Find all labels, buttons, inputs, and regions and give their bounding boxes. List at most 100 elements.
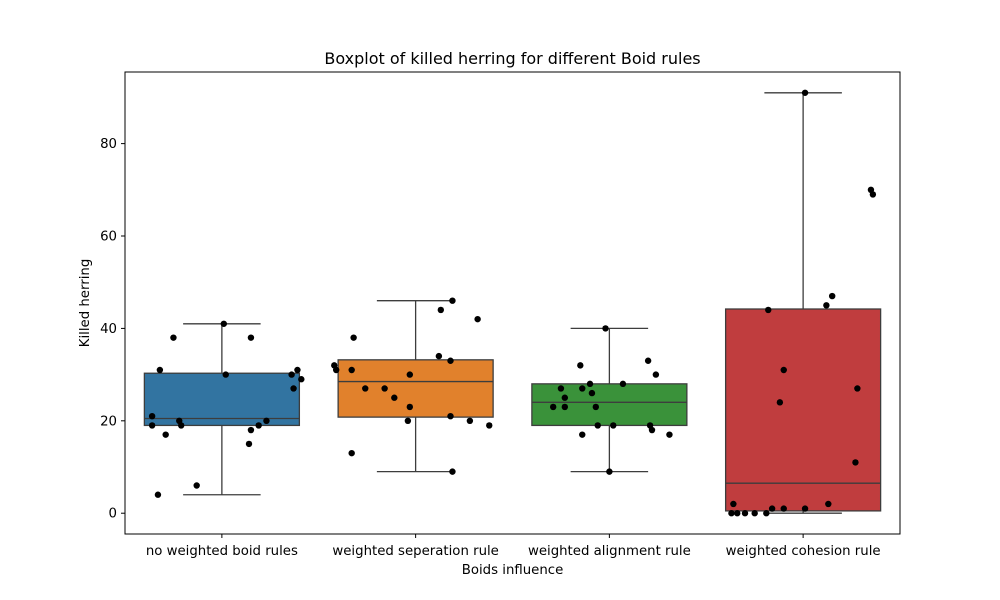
data-point	[579, 385, 586, 392]
data-point	[828, 292, 836, 300]
data-point	[586, 380, 594, 388]
data-point	[801, 89, 809, 96]
data-point	[619, 380, 627, 388]
x-tick-label: weighted alignment rule	[528, 544, 691, 559]
data-point	[776, 399, 784, 406]
data-point	[561, 403, 569, 411]
data-point	[435, 352, 443, 360]
data-point	[801, 505, 809, 512]
data-point	[592, 403, 600, 411]
data-point	[557, 385, 565, 392]
data-point	[247, 334, 255, 341]
data-point	[486, 422, 493, 429]
data-point	[220, 320, 228, 327]
data-point	[381, 385, 388, 392]
data-point	[765, 306, 772, 314]
box-group	[724, 92, 882, 514]
data-point	[449, 468, 456, 475]
data-point	[162, 431, 169, 438]
data-point	[577, 362, 584, 369]
data-point	[148, 422, 156, 429]
data-point	[741, 510, 749, 517]
y-tick-label: 40	[100, 322, 117, 337]
data-point	[854, 385, 861, 392]
data-point	[652, 371, 660, 378]
data-point	[298, 376, 305, 383]
data-point	[763, 510, 770, 517]
data-point	[288, 371, 295, 378]
data-point	[606, 468, 613, 475]
data-point	[852, 459, 859, 466]
x-tick-label: weighted cohesion rule	[726, 544, 881, 559]
data-point	[348, 366, 355, 374]
data-point	[579, 431, 586, 438]
chart-title: Boxplot of killed herring for different …	[324, 49, 700, 68]
x-axis-label: Boids influence	[462, 563, 564, 578]
data-point	[255, 422, 262, 429]
data-point	[610, 422, 617, 429]
data-point	[474, 315, 481, 323]
y-tick-label: 80	[100, 137, 117, 152]
data-point	[751, 510, 758, 517]
y-tick-label: 60	[100, 230, 117, 245]
strip-points	[728, 89, 877, 517]
data-point	[734, 510, 741, 517]
data-point	[561, 394, 569, 401]
data-point	[406, 403, 414, 411]
data-point	[449, 297, 456, 304]
data-point	[780, 505, 787, 512]
data-point	[332, 366, 340, 374]
data-point	[350, 334, 357, 341]
box	[531, 383, 688, 427]
data-point	[825, 500, 832, 508]
data-point	[222, 371, 229, 378]
y-tick-label: 0	[109, 507, 117, 522]
data-point	[404, 417, 412, 425]
data-point	[728, 510, 735, 517]
data-point	[348, 449, 355, 457]
data-point	[549, 403, 557, 411]
data-point	[588, 389, 596, 397]
data-point	[177, 422, 185, 429]
box	[143, 372, 301, 427]
y-axis-label: Killed herring	[78, 259, 93, 348]
data-point	[263, 417, 270, 425]
data-point	[193, 482, 200, 489]
data-point	[466, 417, 474, 425]
y-tick-label: 20	[100, 414, 117, 429]
data-point	[447, 357, 454, 364]
data-point	[594, 422, 601, 429]
box-group	[143, 323, 301, 496]
data-point	[154, 491, 162, 498]
data-point	[768, 505, 776, 512]
box-group	[337, 300, 494, 473]
box-group	[531, 327, 688, 473]
data-point	[148, 412, 156, 420]
data-point	[648, 426, 656, 434]
strip-points	[331, 297, 493, 475]
strip-points	[148, 320, 305, 498]
data-point	[644, 357, 652, 364]
axes: 0 20 40 60 80 no weighted boid rules weighted …	[100, 71, 901, 559]
plot-area	[143, 89, 882, 517]
data-point	[290, 385, 297, 392]
data-point	[730, 500, 737, 508]
data-point	[294, 366, 301, 374]
box	[724, 308, 882, 512]
data-point	[247, 426, 255, 434]
strip-points	[549, 325, 673, 475]
data-point	[437, 306, 445, 314]
data-point	[156, 366, 164, 374]
data-point	[823, 302, 830, 309]
data-point	[780, 366, 787, 374]
plot-frame	[124, 71, 901, 535]
data-point	[602, 325, 609, 332]
data-point	[245, 440, 253, 448]
data-point	[391, 394, 398, 401]
x-tick-label: weighted seperation rule	[332, 544, 499, 559]
data-point	[869, 191, 877, 198]
data-point	[406, 371, 414, 378]
box	[337, 359, 494, 418]
data-point	[170, 334, 177, 341]
